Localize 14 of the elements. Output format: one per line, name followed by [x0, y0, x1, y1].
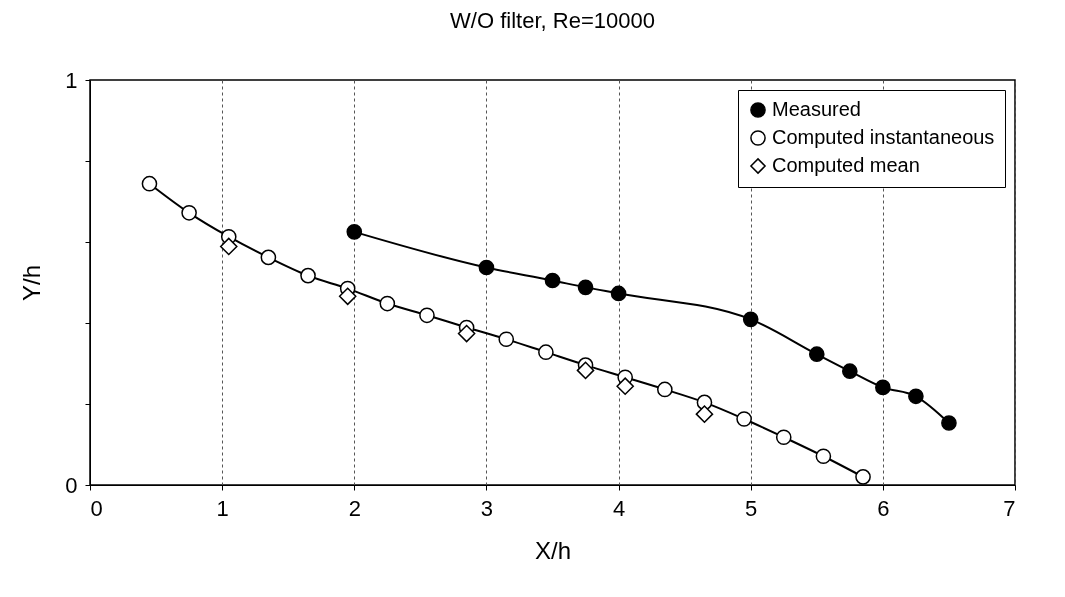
x-axis-title: X/h	[534, 536, 572, 564]
y-axis-title: Y/h	[18, 264, 46, 302]
x-tick-label: 0	[90, 495, 103, 521]
legend-label: Computed mean	[772, 154, 920, 176]
x-tick-label: 3	[480, 495, 494, 521]
x-tick-label: 5	[745, 495, 758, 521]
x-tick-label: 2	[348, 495, 361, 521]
legend-label: Computed instantaneous	[772, 126, 995, 148]
legend-label: Measured	[772, 98, 861, 120]
x-tick-label: 7	[1003, 495, 1016, 521]
chart-title: W/O filter, Re=10000	[450, 8, 655, 33]
x-tick-label: 1	[216, 495, 229, 521]
x-tick-label: 6	[877, 495, 890, 521]
x-tick-label: 4	[612, 495, 626, 521]
